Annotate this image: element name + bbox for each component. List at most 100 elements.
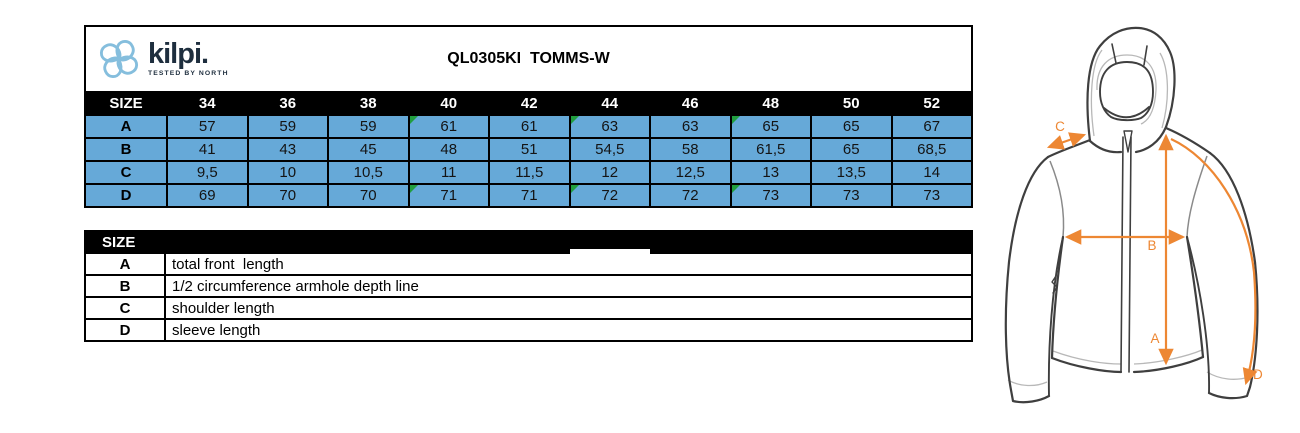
size-value-cell: 70 <box>327 183 410 208</box>
size-value-cell: 70 <box>246 183 329 208</box>
size-value-cell: 67 <box>890 114 973 139</box>
size-value-cell: 61 <box>488 114 571 139</box>
size-value-cell: 65 <box>729 114 812 139</box>
comment-flag-triangle <box>409 116 418 124</box>
legend-row: B 1/2 circumference armhole depth line <box>84 274 973 298</box>
sheet-header: kilpi. TESTED BY NORTH QL0305KI TOMMS-W <box>84 25 973 91</box>
size-value-cell: 43 <box>246 137 329 162</box>
size-value-cell: 63 <box>649 114 732 139</box>
label-b: B <box>1147 238 1156 253</box>
size-column-header: 50 <box>810 91 893 116</box>
row-label: B <box>84 137 168 162</box>
size-value-cell: 72 <box>568 183 651 208</box>
size-value-cell: 58 <box>649 137 732 162</box>
size-column-header: 44 <box>568 91 651 116</box>
size-value-cell: 13 <box>729 160 812 185</box>
size-column-header: 52 <box>890 91 973 116</box>
size-column-header: 36 <box>246 91 329 116</box>
size-value-cell: 59 <box>327 114 410 139</box>
size-table-row: A 57 59 59 61 61 63 63 65 65 67 <box>84 114 973 139</box>
size-column-header: 42 <box>488 91 571 116</box>
jacket-seam-lines <box>1049 155 1208 238</box>
size-value-cell: 73 <box>810 183 893 208</box>
logo-text: kilpi. TESTED BY NORTH <box>148 40 229 78</box>
header-notch-artifact <box>570 249 650 255</box>
size-value-cell: 65 <box>810 114 893 139</box>
size-value-cell: 69 <box>166 183 249 208</box>
size-table-row: B 41 43 45 48 51 54,5 58 61,5 65 68,5 <box>84 137 973 162</box>
size-value-cell: 73 <box>890 183 973 208</box>
size-value-cell: 12,5 <box>649 160 732 185</box>
size-value-cell: 71 <box>407 183 490 208</box>
row-label: A <box>84 114 168 139</box>
size-value-cell: 59 <box>246 114 329 139</box>
size-value-cell: 14 <box>890 160 973 185</box>
row-label: D <box>84 183 168 208</box>
size-value-cell: 71 <box>488 183 571 208</box>
size-value-cell: 11,5 <box>488 160 571 185</box>
legend-description: shoulder length <box>164 296 973 320</box>
size-value-cell: 72 <box>649 183 732 208</box>
kilpi-logo: kilpi. TESTED BY NORTH <box>86 36 229 82</box>
size-value-cell: 57 <box>166 114 249 139</box>
size-column-header: 46 <box>649 91 732 116</box>
row-label: C <box>84 160 168 185</box>
size-column-header: 34 <box>166 91 249 116</box>
size-table: SIZE 34 36 38 40 42 44 46 48 50 52 A 57 59 59 61 61 63 63… <box>84 91 973 208</box>
legend-letter: C <box>84 296 166 320</box>
size-column-header: 48 <box>729 91 812 116</box>
size-value-cell: 48 <box>407 137 490 162</box>
jacket-inner-detail-lines <box>1007 49 1250 387</box>
size-value-cell: 68,5 <box>890 137 973 162</box>
legend-letter: B <box>84 274 166 298</box>
product-code-title: QL0305KI TOMMS-W <box>447 50 610 67</box>
size-table-header-row: SIZE 34 36 38 40 42 44 46 48 50 52 <box>84 91 973 116</box>
size-table-row: C 9,5 10 10,5 11 11,5 12 12,5 13 13,5 14 <box>84 160 973 185</box>
kilpi-knot-icon <box>99 39 139 79</box>
size-table-row: D 69 70 70 71 71 72 72 73 73 73 <box>84 183 973 208</box>
legend-description: sleeve length <box>164 318 973 342</box>
size-value-cell: 45 <box>327 137 410 162</box>
jacket-diagram-svg: C B A D <box>1004 26 1263 404</box>
legend-header-row: SIZE <box>84 230 973 254</box>
size-value-cell: 61,5 <box>729 137 812 162</box>
comment-flag-triangle <box>570 116 579 124</box>
label-d: D <box>1253 367 1263 382</box>
size-value-cell: 65 <box>810 137 893 162</box>
size-column-header: 38 <box>327 91 410 116</box>
size-value-cell: 54,5 <box>568 137 651 162</box>
comment-flag-triangle <box>570 185 579 193</box>
jacket-outline <box>1004 26 1259 404</box>
size-value-cell: 63 <box>568 114 651 139</box>
size-column-header: 40 <box>407 91 490 116</box>
size-table-panel: kilpi. TESTED BY NORTH QL0305KI TOMMS-W … <box>84 25 973 208</box>
legend-description: total front length <box>164 252 973 276</box>
label-c: C <box>1055 119 1065 134</box>
comment-flag-triangle <box>731 116 740 124</box>
brand-wordmark: kilpi. <box>148 38 209 71</box>
size-value-cell: 41 <box>166 137 249 162</box>
size-value-cell: 11 <box>407 160 490 185</box>
size-value-cell: 9,5 <box>166 160 249 185</box>
measurement-labels: C B A D <box>1055 119 1263 382</box>
size-value-cell: 10 <box>246 160 329 185</box>
legend-letter: D <box>84 318 166 342</box>
size-value-cell: 73 <box>729 183 812 208</box>
legend-letter: A <box>84 252 166 276</box>
measurement-arrows <box>1046 132 1258 386</box>
arrow-c-shoulder <box>1046 132 1087 150</box>
label-a: A <box>1150 331 1159 346</box>
jacket-measurement-diagram: C B A D <box>985 10 1300 433</box>
comment-flag-triangle <box>731 185 740 193</box>
size-table-corner-header: SIZE <box>84 91 168 116</box>
size-value-cell: 61 <box>407 114 490 139</box>
legend-description: 1/2 circumference armhole depth line <box>164 274 973 298</box>
arrow-d-sleeve <box>1170 138 1258 386</box>
size-value-cell: 51 <box>488 137 571 162</box>
